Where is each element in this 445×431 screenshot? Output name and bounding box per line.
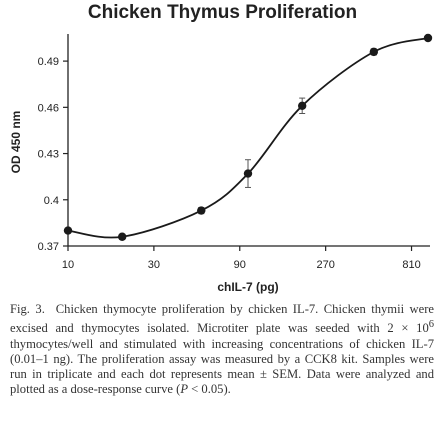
data-point-1 bbox=[63, 226, 73, 235]
caption-fig-label: Fig. 3. bbox=[10, 302, 45, 316]
x-tick-label: 90 bbox=[234, 259, 246, 271]
x-tick-label: 30 bbox=[148, 259, 160, 271]
x-axis-title: chIL-7 (pg) bbox=[217, 280, 278, 294]
caption-text-3: < 0.05). bbox=[188, 382, 231, 397]
y-tick-label: 0.43 bbox=[38, 149, 59, 161]
figure-caption: Fig. 3. Chicken thymocyte proliferation … bbox=[10, 302, 434, 397]
data-point-2 bbox=[117, 232, 127, 241]
data-point-7 bbox=[423, 33, 433, 43]
x-tick-label: 270 bbox=[316, 259, 334, 271]
x-tick-label: 810 bbox=[402, 259, 420, 271]
chart-svg: 0.37 0.4 0.43 0.46 0.49 10 30 90 270 810 chIL-7 (… bbox=[9, 33, 433, 294]
y-tick-label: 0.4 bbox=[44, 195, 59, 207]
x-tick-label: 10 bbox=[62, 259, 74, 271]
data-point-3 bbox=[197, 206, 206, 215]
y-tick-label: 0.37 bbox=[38, 241, 59, 253]
y-axis-title: OD 450 nm bbox=[9, 111, 23, 174]
y-tick-label: 0.46 bbox=[38, 102, 59, 114]
data-point-4 bbox=[243, 169, 253, 178]
caption-superscript: 6 bbox=[428, 319, 434, 331]
caption-p-symbol: P bbox=[180, 382, 189, 397]
axes: 0.37 0.4 0.43 0.46 0.49 10 30 90 270 810 bbox=[38, 34, 430, 271]
chart-title: Chicken Thymus Proliferation bbox=[87, 2, 358, 23]
series-curve bbox=[67, 37, 429, 239]
caption-text-1: Chicken thymocyte proliferation by chick… bbox=[10, 302, 434, 336]
caption-text-2: thymocytes/well and stimulated with incr… bbox=[10, 336, 434, 397]
data-marks bbox=[63, 33, 433, 241]
data-point-5 bbox=[297, 101, 307, 110]
data-point-6 bbox=[369, 47, 379, 57]
y-tick-label: 0.49 bbox=[38, 56, 59, 68]
